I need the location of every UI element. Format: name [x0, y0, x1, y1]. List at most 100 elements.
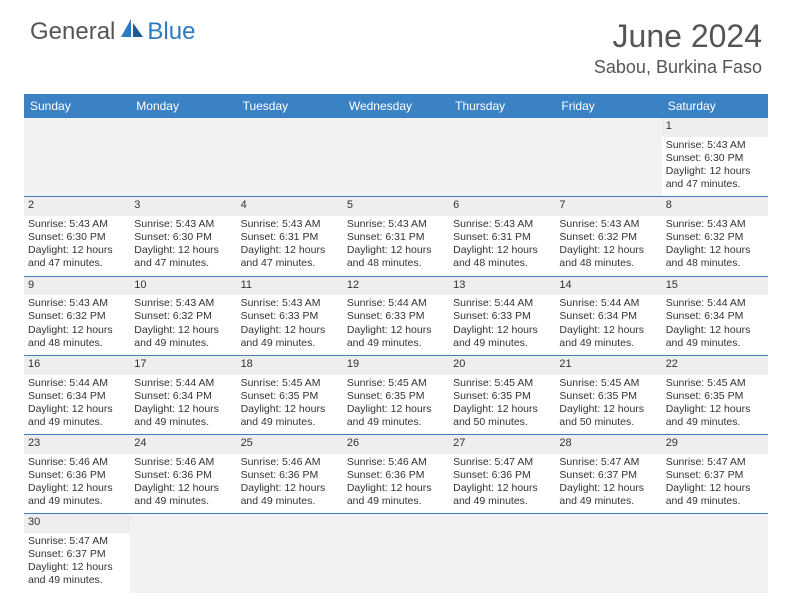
day-cell: 21Sunrise: 5:45 AMSunset: 6:35 PMDayligh… — [555, 355, 661, 434]
daylight-line: Daylight: 12 hours and 49 minutes. — [453, 482, 551, 508]
sunrise-line: Sunrise: 5:43 AM — [28, 218, 126, 231]
day-header-row: Sunday Monday Tuesday Wednesday Thursday… — [24, 94, 768, 118]
page-header: General Blue June 2024 Sabou, Burkina Fa… — [0, 0, 792, 86]
calendar-row: 1Sunrise: 5:43 AMSunset: 6:30 PMDaylight… — [24, 118, 768, 197]
sunrise-line: Sunrise: 5:43 AM — [559, 218, 657, 231]
empty-cell — [237, 118, 343, 197]
day-cell: 8Sunrise: 5:43 AMSunset: 6:32 PMDaylight… — [662, 197, 768, 276]
day-number: 18 — [241, 358, 339, 372]
page-title: June 2024 — [594, 18, 762, 55]
day-number: 10 — [134, 279, 232, 293]
day-cell: 14Sunrise: 5:44 AMSunset: 6:34 PMDayligh… — [555, 276, 661, 355]
daylight-line: Daylight: 12 hours and 48 minutes. — [28, 324, 126, 350]
daylight-line: Daylight: 12 hours and 47 minutes. — [666, 165, 764, 191]
day-number: 9 — [28, 279, 126, 293]
daylight-line: Daylight: 12 hours and 49 minutes. — [559, 324, 657, 350]
empty-cell — [449, 118, 555, 197]
sunset-line: Sunset: 6:36 PM — [241, 469, 339, 482]
daylight-line: Daylight: 12 hours and 49 minutes. — [347, 324, 445, 350]
day-number: 1 — [666, 120, 764, 134]
calendar-row: 30Sunrise: 5:47 AMSunset: 6:37 PMDayligh… — [24, 514, 768, 593]
sunrise-line: Sunrise: 5:44 AM — [559, 297, 657, 310]
daylight-line: Daylight: 12 hours and 49 minutes. — [666, 403, 764, 429]
sunset-line: Sunset: 6:34 PM — [134, 390, 232, 403]
day-cell: 3Sunrise: 5:43 AMSunset: 6:30 PMDaylight… — [130, 197, 236, 276]
day-cell: 24Sunrise: 5:46 AMSunset: 6:36 PMDayligh… — [130, 435, 236, 514]
sunset-line: Sunset: 6:32 PM — [28, 310, 126, 323]
day-cell: 17Sunrise: 5:44 AMSunset: 6:34 PMDayligh… — [130, 355, 236, 434]
brand-name-1: General — [30, 18, 115, 46]
empty-cell — [343, 118, 449, 197]
empty-cell — [130, 514, 236, 593]
daylight-line: Daylight: 12 hours and 48 minutes. — [347, 244, 445, 270]
calendar-table: Sunday Monday Tuesday Wednesday Thursday… — [24, 94, 768, 593]
daylight-line: Daylight: 12 hours and 49 minutes. — [134, 403, 232, 429]
sunrise-line: Sunrise: 5:43 AM — [666, 218, 764, 231]
title-block: June 2024 Sabou, Burkina Faso — [594, 18, 762, 78]
sunrise-line: Sunrise: 5:47 AM — [559, 456, 657, 469]
day-cell: 26Sunrise: 5:46 AMSunset: 6:36 PMDayligh… — [343, 435, 449, 514]
day-header: Tuesday — [237, 94, 343, 118]
day-header: Saturday — [662, 94, 768, 118]
sunset-line: Sunset: 6:35 PM — [347, 390, 445, 403]
daylight-line: Daylight: 12 hours and 49 minutes. — [134, 482, 232, 508]
empty-cell — [662, 514, 768, 593]
daylight-line: Daylight: 12 hours and 50 minutes. — [559, 403, 657, 429]
sunrise-line: Sunrise: 5:45 AM — [666, 377, 764, 390]
day-number: 20 — [453, 358, 551, 372]
day-number: 6 — [453, 199, 551, 213]
sunrise-line: Sunrise: 5:44 AM — [666, 297, 764, 310]
daylight-line: Daylight: 12 hours and 47 minutes. — [28, 244, 126, 270]
sunset-line: Sunset: 6:30 PM — [666, 152, 764, 165]
day-number: 28 — [559, 437, 657, 451]
sunrise-line: Sunrise: 5:43 AM — [347, 218, 445, 231]
sunset-line: Sunset: 6:33 PM — [453, 310, 551, 323]
daylight-line: Daylight: 12 hours and 48 minutes. — [559, 244, 657, 270]
sunset-line: Sunset: 6:32 PM — [559, 231, 657, 244]
calendar-row: 2Sunrise: 5:43 AMSunset: 6:30 PMDaylight… — [24, 197, 768, 276]
daylight-line: Daylight: 12 hours and 49 minutes. — [347, 482, 445, 508]
empty-cell — [449, 514, 555, 593]
day-cell: 9Sunrise: 5:43 AMSunset: 6:32 PMDaylight… — [24, 276, 130, 355]
sunrise-line: Sunrise: 5:45 AM — [241, 377, 339, 390]
day-cell: 19Sunrise: 5:45 AMSunset: 6:35 PMDayligh… — [343, 355, 449, 434]
day-header: Thursday — [449, 94, 555, 118]
sunrise-line: Sunrise: 5:45 AM — [559, 377, 657, 390]
location-label: Sabou, Burkina Faso — [594, 57, 762, 78]
day-cell: 22Sunrise: 5:45 AMSunset: 6:35 PMDayligh… — [662, 355, 768, 434]
sunrise-line: Sunrise: 5:44 AM — [347, 297, 445, 310]
day-number: 12 — [347, 279, 445, 293]
sunrise-line: Sunrise: 5:47 AM — [28, 535, 126, 548]
calendar-row: 9Sunrise: 5:43 AMSunset: 6:32 PMDaylight… — [24, 276, 768, 355]
day-number: 30 — [28, 516, 126, 530]
day-number: 13 — [453, 279, 551, 293]
sunset-line: Sunset: 6:35 PM — [241, 390, 339, 403]
daylight-line: Daylight: 12 hours and 49 minutes. — [347, 403, 445, 429]
day-cell: 25Sunrise: 5:46 AMSunset: 6:36 PMDayligh… — [237, 435, 343, 514]
empty-cell — [555, 514, 661, 593]
day-number: 17 — [134, 358, 232, 372]
sunset-line: Sunset: 6:35 PM — [453, 390, 551, 403]
sunset-line: Sunset: 6:34 PM — [559, 310, 657, 323]
sunset-line: Sunset: 6:30 PM — [134, 231, 232, 244]
brand-logo: General Blue — [30, 18, 195, 46]
sunset-line: Sunset: 6:36 PM — [28, 469, 126, 482]
day-number: 23 — [28, 437, 126, 451]
day-cell: 16Sunrise: 5:44 AMSunset: 6:34 PMDayligh… — [24, 355, 130, 434]
sunset-line: Sunset: 6:36 PM — [134, 469, 232, 482]
daylight-line: Daylight: 12 hours and 49 minutes. — [28, 482, 126, 508]
calendar-row: 16Sunrise: 5:44 AMSunset: 6:34 PMDayligh… — [24, 355, 768, 434]
day-number: 16 — [28, 358, 126, 372]
daylight-line: Daylight: 12 hours and 47 minutes. — [134, 244, 232, 270]
day-number: 26 — [347, 437, 445, 451]
daylight-line: Daylight: 12 hours and 49 minutes. — [666, 482, 764, 508]
sunset-line: Sunset: 6:31 PM — [453, 231, 551, 244]
sunset-line: Sunset: 6:30 PM — [28, 231, 126, 244]
sunrise-line: Sunrise: 5:43 AM — [134, 218, 232, 231]
daylight-line: Daylight: 12 hours and 49 minutes. — [134, 324, 232, 350]
sunset-line: Sunset: 6:32 PM — [666, 231, 764, 244]
day-number: 8 — [666, 199, 764, 213]
day-cell: 7Sunrise: 5:43 AMSunset: 6:32 PMDaylight… — [555, 197, 661, 276]
day-cell: 1Sunrise: 5:43 AMSunset: 6:30 PMDaylight… — [662, 118, 768, 197]
daylight-line: Daylight: 12 hours and 48 minutes. — [453, 244, 551, 270]
